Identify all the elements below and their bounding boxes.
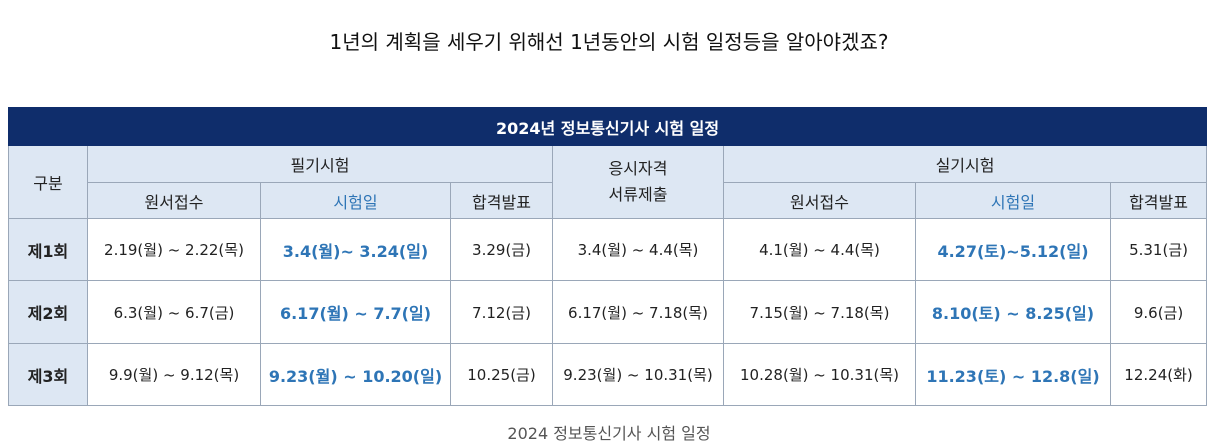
header-cell: 구분 — [8, 145, 88, 219]
table-cell: 7.12(금) — [450, 280, 553, 344]
table-title: 2024년 정보통신기사 시험 일정 — [7, 107, 1208, 146]
subheader-cell: 시험일 — [260, 182, 451, 219]
table-cell: 9.9(월) ~ 9.12(목) — [87, 343, 261, 406]
table-cell: 11.23(토) ~ 12.8(일) — [915, 343, 1111, 406]
table-cell: 12.24(화) — [1109, 343, 1208, 406]
table-cell: 2.19(월) ~ 2.22(목) — [87, 218, 261, 281]
table-cell: 6.3(월) ~ 6.7(금) — [87, 280, 261, 344]
subheader-cell: 원서접수 — [723, 182, 916, 219]
table-cell: 3.4(월) ~ 4.4(목) — [552, 218, 724, 281]
header-line: 응시자격 — [608, 159, 668, 178]
table-cell: 6.17(월) ~ 7.7(일) — [260, 280, 451, 344]
table-cell: 9.23(월) ~ 10.20(일) — [260, 343, 451, 406]
subheader-cell: 시험일 — [915, 182, 1111, 219]
table-cell: 3.29(금) — [450, 218, 553, 281]
row-header: 제3회 — [8, 343, 88, 406]
subheader-cell: 합격발표 — [1109, 182, 1208, 219]
header-cell: 실기시험 — [722, 145, 1208, 183]
table-cell: 4.1(월) ~ 4.4(목) — [723, 218, 916, 281]
table-cell: 5.31(금) — [1109, 218, 1208, 281]
table-row: 제3회 9.9(월) ~ 9.12(목) 9.23(월) ~ 10.20(일) 10.… — [8, 343, 1208, 406]
row-header: 제1회 — [8, 218, 88, 281]
row-header: 제2회 — [8, 280, 88, 344]
header-line: 서류제출 — [608, 185, 668, 204]
table-row: 제2회 6.3(월) ~ 6.7(금) 6.17(월) ~ 7.7(일) 7.12(금… — [8, 280, 1208, 344]
table-cell: 8.10(토) ~ 8.25(일) — [915, 280, 1111, 344]
header-cell: 필기시험 — [87, 145, 553, 183]
table-row: 2024년 정보통신기사 시험 일정 — [7, 107, 1208, 146]
schedule-table: 2024년 정보통신기사 시험 일정 구분 필기시험 응시자격 서류제출 실기시험 원서접수… — [7, 107, 1208, 406]
table-cell: 4.27(토)~5.12(일) — [915, 218, 1111, 281]
table-cell: 9.6(금) — [1109, 280, 1208, 344]
subheader-cell: 합격발표 — [450, 182, 553, 219]
table-cell: 10.25(금) — [450, 343, 553, 406]
table-cell: 10.28(월) ~ 10.31(목) — [723, 343, 916, 406]
subheader-cell: 원서접수 — [87, 182, 261, 219]
table-row: 원서접수 시험일 합격발표 원서접수 시험일 합격발표 — [9, 182, 1208, 219]
table-cell: 9.23(월) ~ 10.31(목) — [552, 343, 724, 406]
caption: 2024 정보통신기사 시험 일정 — [507, 424, 711, 443]
table-row: 구분 필기시험 응시자격 서류제출 실기시험 — [8, 145, 1208, 219]
table-cell: 3.4(월)~ 3.24(일) — [260, 218, 451, 281]
table-cell: 6.17(월) ~ 7.18(목) — [552, 280, 724, 344]
table-row: 제1회 2.19(월) ~ 2.22(목) 3.4(월)~ 3.24(일) 3.29(… — [8, 218, 1208, 281]
intro-text: 1년의 계획을 세우기 위해선 1년동안의 시험 일정등을 알아야겠죠? — [329, 30, 889, 54]
table-cell: 7.15(월) ~ 7.18(목) — [723, 280, 916, 344]
